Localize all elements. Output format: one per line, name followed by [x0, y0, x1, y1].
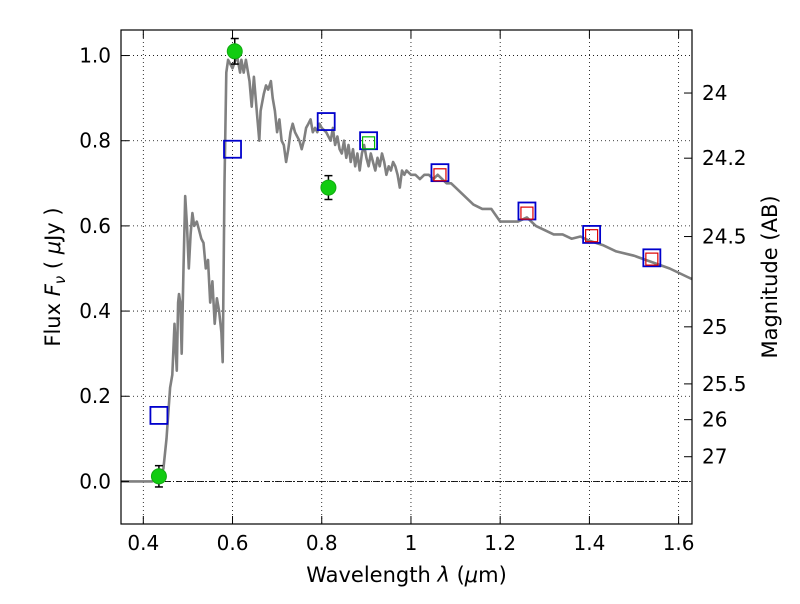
magnitude-tick-label: 24.2 — [702, 146, 747, 170]
x-tick-label: 1.4 — [573, 531, 605, 555]
magnitude-tick-label: 25.5 — [702, 372, 747, 396]
magnitude-tick-label: 24.5 — [702, 225, 747, 249]
plot-layer — [121, 37, 692, 488]
x-tick-labels: 0.4 0.6 0.8 1 1.2 1.4 1.6 — [127, 531, 694, 555]
x-axis-label-variable: λ — [436, 563, 449, 587]
red-square-marker — [520, 206, 534, 220]
x-tick-label: 0.8 — [306, 531, 338, 555]
x-tick-label: 1 — [405, 531, 418, 555]
x-tick-label: 1.2 — [484, 531, 516, 555]
red-square-marker — [433, 168, 447, 182]
y-axis-label-paren-open: ( — [41, 254, 65, 276]
y-axis-label-prefix: Flux — [41, 296, 65, 346]
magnitude-tick-labels: 24 24.2 24.5 25 25.5 26 27 — [702, 81, 747, 469]
blue-square-marker — [642, 248, 662, 268]
x-axis-label-unit: m) — [478, 563, 507, 587]
red-square-marker — [585, 229, 599, 243]
y-axis-label-variable: F — [41, 283, 65, 296]
green-data-point — [226, 43, 243, 60]
y-tick-label: 0.0 — [79, 469, 111, 493]
x-axis-label: Wavelength λ (μm) — [306, 563, 507, 587]
red-square-marker — [645, 252, 659, 266]
blue-square-marker — [316, 112, 336, 131]
y-axis-label: Flux Fν ( μJy ) — [41, 207, 69, 346]
magnitude-tick-label: 26 — [702, 408, 727, 432]
plot-frame — [120, 29, 693, 525]
y-tick-label: 0.6 — [79, 214, 111, 238]
x-tick-label: 0.4 — [127, 531, 159, 555]
y-tick-label: 0.4 — [79, 299, 111, 323]
x-tick-label: 1.6 — [663, 531, 695, 555]
green-data-point — [150, 468, 167, 485]
green-data-point — [320, 179, 337, 196]
magnitude-tick-label: 27 — [702, 445, 727, 469]
y-tick-label: 1.0 — [79, 44, 111, 68]
y-axis-label-unit: Jy — [41, 222, 65, 243]
y-tick-label: 0.2 — [79, 384, 111, 408]
tick-layer — [121, 30, 692, 524]
y-tick-labels: 0.0 0.2 0.4 0.6 0.8 1.0 — [79, 44, 111, 494]
y-axis-label-subscript: ν — [51, 276, 69, 284]
blue-square-marker — [223, 139, 242, 159]
y-tick-label: 0.8 — [79, 129, 111, 153]
y-axis-label-mu: μ — [41, 241, 65, 255]
x-axis-label-prefix: Wavelength — [306, 563, 437, 587]
blue-square-marker — [149, 406, 169, 425]
y-axis-label-paren-close: ) — [41, 207, 65, 222]
x-tick-label: 0.6 — [217, 531, 249, 555]
grid-layer — [121, 30, 692, 524]
magnitude-tick-label: 25 — [702, 315, 727, 339]
x-axis-label-mu: μ — [464, 563, 478, 587]
green-square-marker — [361, 136, 376, 150]
model-sed-line — [121, 54, 692, 483]
x-axis-label-paren: ( — [450, 563, 465, 587]
blue-square-marker — [582, 225, 602, 244]
magnitude-axis-label: Magnitude (AB) — [758, 195, 782, 358]
magnitude-tick-label: 24 — [702, 81, 727, 105]
